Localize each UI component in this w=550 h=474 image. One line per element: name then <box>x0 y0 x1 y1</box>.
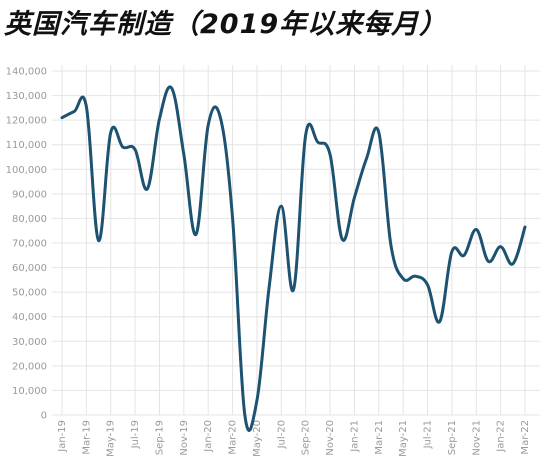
x-tick-label: Mar-21 <box>374 420 385 455</box>
data-point <box>450 250 454 254</box>
x-tick-label: May-20 <box>252 420 263 457</box>
x-tick-label: Jan-22 <box>496 420 507 453</box>
data-point <box>401 277 405 281</box>
data-point <box>218 116 222 120</box>
x-tick-label: Nov-21 <box>471 420 482 456</box>
x-tick-label: Jul-19 <box>130 420 141 449</box>
data-point <box>255 398 259 402</box>
data-point <box>389 243 393 247</box>
grid <box>52 65 540 416</box>
x-tick-label: Nov-20 <box>325 420 336 456</box>
data-point <box>170 86 174 90</box>
y-tick-label: 60,000 <box>12 263 47 274</box>
data-point <box>267 285 271 289</box>
y-tick-label: 100,000 <box>6 165 47 176</box>
y-tick-label: 40,000 <box>12 312 47 323</box>
data-point <box>121 145 125 149</box>
data-point <box>84 105 88 109</box>
x-tick-label: Sep-19 <box>154 420 165 455</box>
y-tick-label: 140,000 <box>6 67 47 78</box>
y-tick-label: 20,000 <box>12 361 47 372</box>
data-point <box>243 413 247 417</box>
chart-title: 英国汽车制造（2019年以来每月） <box>4 9 448 40</box>
y-tick-label: 120,000 <box>6 116 47 127</box>
data-point <box>133 148 137 152</box>
data-point <box>60 116 64 120</box>
data-point <box>499 245 503 249</box>
data-point <box>328 153 332 157</box>
data-point <box>340 237 344 241</box>
x-tick-label: Sep-21 <box>447 420 458 455</box>
y-tick-label: 70,000 <box>12 239 47 250</box>
x-tick-label: Jul-21 <box>423 420 434 449</box>
x-tick-label: May-21 <box>398 420 409 457</box>
y-tick-label: 30,000 <box>12 337 47 348</box>
data-point <box>377 130 381 134</box>
data-point <box>316 140 320 144</box>
data-point <box>413 274 417 278</box>
data-point <box>365 156 369 160</box>
y-tick-label: 80,000 <box>12 214 47 225</box>
y-tick-label: 0 <box>41 411 47 422</box>
data-point <box>438 320 442 324</box>
x-axis-ticks: Jan-19 Mar-19 May-19 Jul-19 Sep-19 Nov-19 Jan-… <box>57 420 531 457</box>
data-point <box>474 227 478 231</box>
data-point <box>97 239 101 243</box>
data-point <box>352 196 356 200</box>
x-tick-label: Mar-20 <box>228 420 239 455</box>
data-point <box>194 232 198 236</box>
x-tick-label: May-19 <box>106 420 117 457</box>
data-point <box>109 130 113 134</box>
y-tick-label: 90,000 <box>12 189 47 200</box>
x-tick-label: Jan-20 <box>203 420 214 453</box>
data-point <box>231 216 235 220</box>
x-tick-label: Jan-19 <box>57 420 68 453</box>
y-tick-label: 130,000 <box>6 91 47 102</box>
series-line <box>60 85 527 432</box>
y-tick-label: 10,000 <box>12 386 47 397</box>
x-tick-label: Jul-20 <box>276 420 287 449</box>
data-point <box>145 187 149 191</box>
data-point <box>72 110 76 114</box>
series-layer <box>60 85 527 432</box>
y-tick-label: 50,000 <box>12 288 47 299</box>
data-point <box>292 288 296 292</box>
data-point <box>486 259 490 263</box>
data-point <box>304 133 308 137</box>
data-point <box>206 123 210 127</box>
x-tick-label: Jan-21 <box>349 420 360 453</box>
x-tick-label: Sep-20 <box>301 420 312 455</box>
data-point <box>511 262 515 266</box>
data-point <box>182 153 186 157</box>
y-tick-label: 110,000 <box>6 140 47 151</box>
data-point <box>157 117 161 121</box>
x-tick-label: Nov-19 <box>179 420 190 456</box>
y-axis-ticks: 0 10,000 20,000 30,000 40,000 50,000 60,000 70,… <box>6 67 47 422</box>
x-tick-label: Mar-22 <box>520 420 531 455</box>
data-point <box>279 204 283 208</box>
data-point <box>426 283 430 287</box>
data-point <box>462 253 466 257</box>
data-point <box>523 225 527 229</box>
x-tick-label: Mar-19 <box>81 420 92 455</box>
